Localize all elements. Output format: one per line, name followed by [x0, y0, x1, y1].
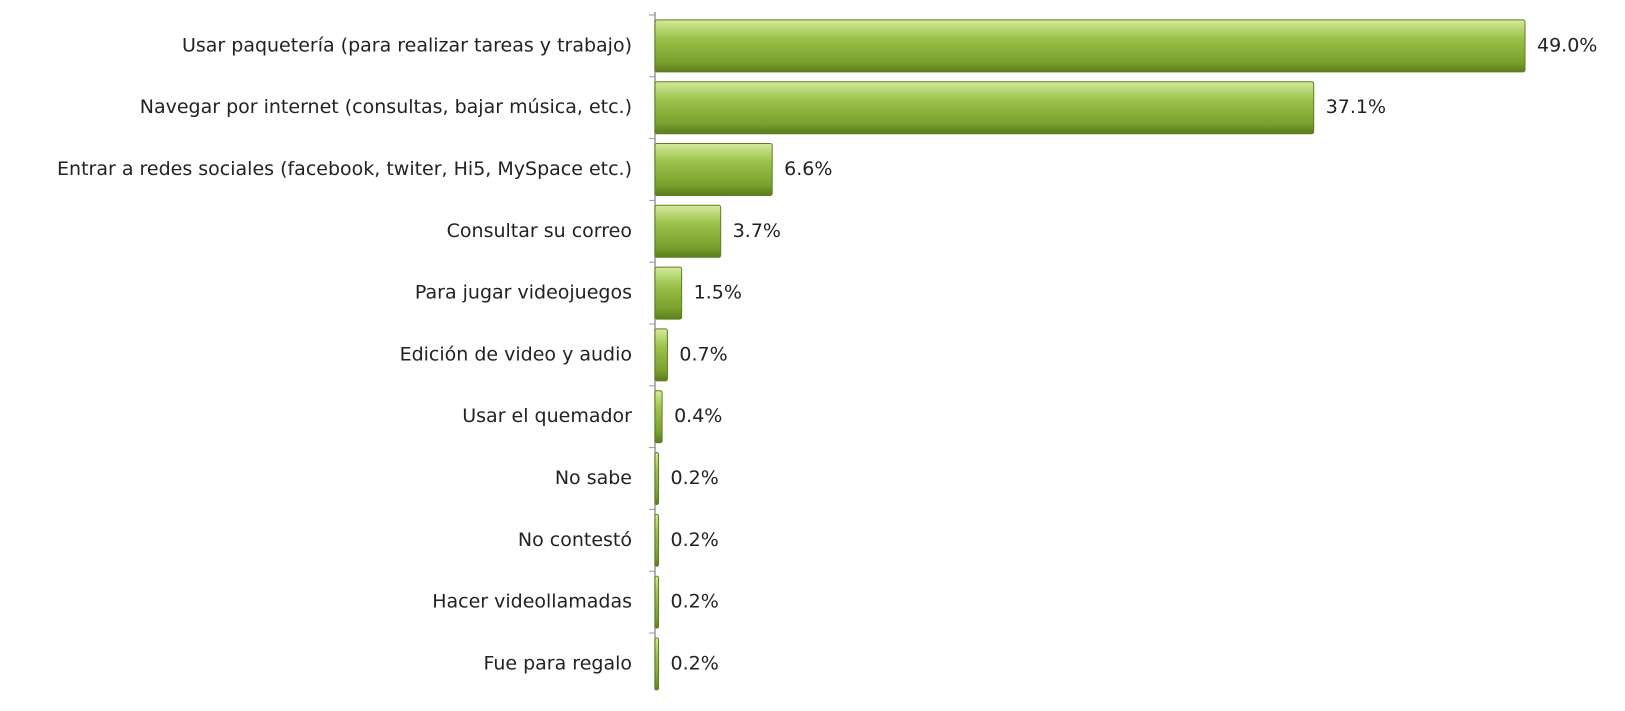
bar [654, 452, 660, 505]
value-label: 1.5% [694, 282, 742, 304]
value-label: 49.0% [1537, 34, 1597, 56]
bar [654, 575, 660, 629]
value-label: 37.1% [1326, 96, 1386, 118]
bar [654, 204, 722, 258]
value-label: 0.2% [671, 652, 719, 674]
category-label: Usar paquetería (para realizar tareas y … [182, 34, 632, 56]
bar [654, 513, 660, 567]
value-label: 6.6% [784, 158, 832, 180]
category-label: Hacer videollamadas [432, 591, 632, 613]
bar [654, 19, 1526, 73]
value-label: 0.4% [674, 405, 722, 427]
category-label: Consultar su correo [447, 220, 632, 242]
category-label: Fue para regalo [483, 652, 632, 674]
category-label: No contestó [518, 529, 632, 551]
bar [654, 328, 668, 382]
value-label: 0.2% [671, 467, 719, 489]
category-label: Edición de video y audio [400, 343, 632, 365]
category-label: No sabe [555, 467, 632, 489]
value-label: 3.7% [733, 220, 781, 242]
category-label: Entrar a redes sociales (facebook, twite… [57, 158, 632, 180]
category-label: Navegar por internet (consultas, bajar m… [140, 96, 632, 118]
value-label: 0.2% [671, 591, 719, 613]
bar [654, 637, 660, 691]
bar [654, 266, 683, 320]
bar [654, 81, 1315, 135]
value-label: 0.7% [679, 343, 727, 365]
category-label: Usar el quemador [462, 405, 632, 427]
bar [654, 390, 663, 444]
category-label: Para jugar videojuegos [415, 282, 632, 304]
bar [654, 143, 773, 196]
value-label: 0.2% [671, 529, 719, 551]
